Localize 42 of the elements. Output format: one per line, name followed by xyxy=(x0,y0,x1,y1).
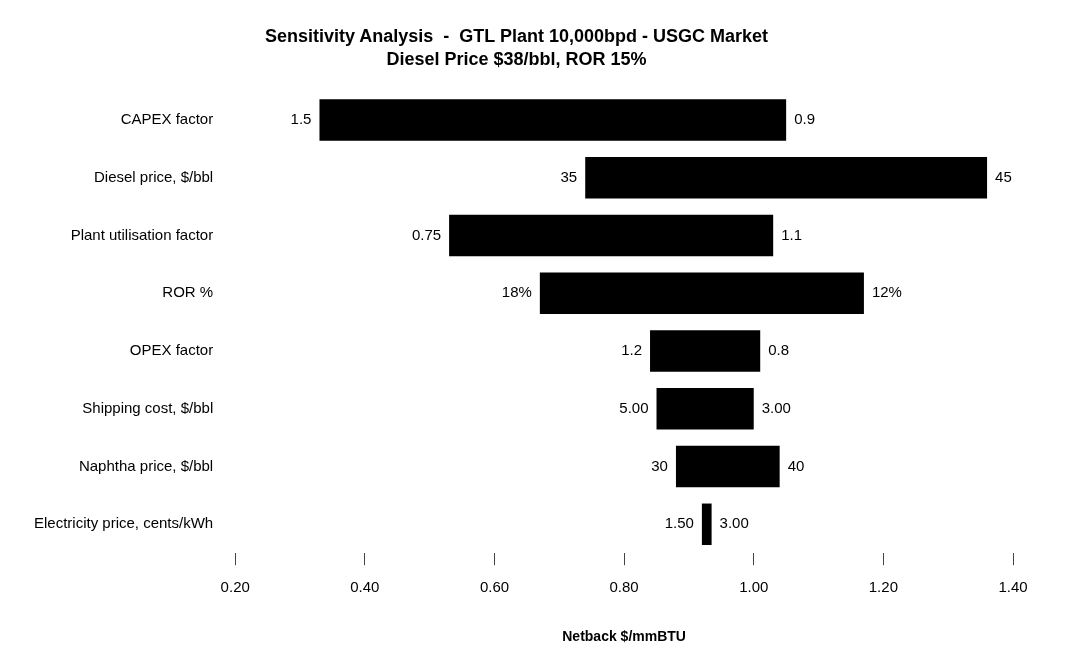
annotation: 5.00 xyxy=(619,398,649,416)
bar xyxy=(585,157,988,199)
bar xyxy=(449,214,774,257)
bar xyxy=(650,330,761,372)
y-tick-label: CAPEX factor xyxy=(120,110,214,128)
chart-subtitle: Diesel Price $38/bbl, ROR 15% xyxy=(386,49,647,70)
bar xyxy=(656,388,754,430)
annotation: 0.9 xyxy=(794,110,815,128)
y-tick-label: Electricity price, cents/kWh xyxy=(33,514,214,532)
annotation: 30 xyxy=(651,456,668,474)
bar xyxy=(701,503,712,546)
bar xyxy=(539,272,864,315)
y-tick-label: Diesel price, $/bbl xyxy=(93,167,214,185)
annotation: 18% xyxy=(501,283,532,301)
annotation: 1.50 xyxy=(664,514,694,532)
annotation: 3.00 xyxy=(761,398,791,416)
bar xyxy=(319,99,787,141)
annotation: 3.00 xyxy=(719,514,749,532)
y-tick-label: OPEX factor xyxy=(129,341,214,359)
x-tick-label: 1.00 xyxy=(739,578,769,596)
y-tick-label: Naphtha price, $/bbl xyxy=(78,456,214,474)
annotation: 1.2 xyxy=(621,341,643,359)
annotation: 1.5 xyxy=(290,110,312,128)
x-tick-label: 0.40 xyxy=(350,578,380,596)
y-tick-label: Shipping cost, $/bbl xyxy=(82,398,214,416)
x-tick-label: 0.60 xyxy=(479,578,510,596)
chart-title: Sensitivity Analysis - GTL Plant 10,000bpd - USGC Market xyxy=(264,25,769,46)
annotation: 45 xyxy=(995,167,1012,185)
annotation: 0.75 xyxy=(411,225,442,243)
annotation: 0.8 xyxy=(768,341,790,359)
annotation: 1.1 xyxy=(781,225,803,243)
x-tick-label: 1.20 xyxy=(868,578,898,596)
x-axis-title: Netback $/mmBTU xyxy=(562,628,686,645)
annotation: 12% xyxy=(871,283,902,301)
y-tick-label: ROR % xyxy=(162,283,214,301)
annotation: 40 xyxy=(787,456,805,474)
x-tick-label: 0.20 xyxy=(220,578,250,596)
annotation: 35 xyxy=(560,167,578,185)
x-tick-label: 0.80 xyxy=(609,578,639,596)
y-tick-label: Plant utilisation factor xyxy=(70,225,214,243)
bar xyxy=(675,445,780,488)
x-tick-label: 1.40 xyxy=(998,578,1028,596)
